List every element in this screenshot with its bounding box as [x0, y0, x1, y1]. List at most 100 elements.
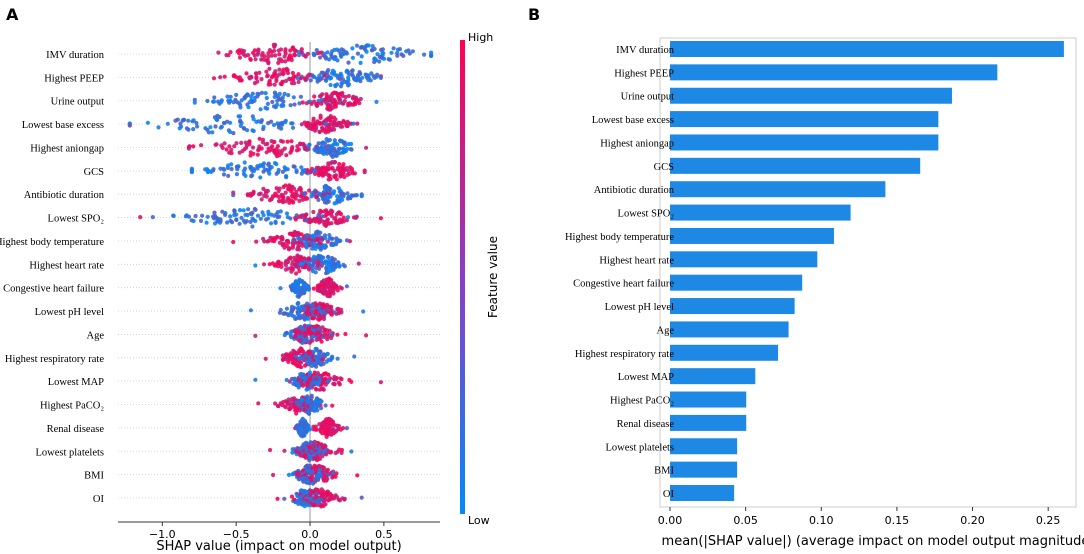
shap-dot [347, 171, 352, 176]
shap-dot [286, 313, 291, 318]
shap-dot [156, 125, 161, 130]
shap-dot [401, 53, 406, 59]
shap-dot [321, 302, 326, 308]
shap-dot [258, 191, 263, 196]
shap-dot [226, 53, 231, 58]
shap-dot [325, 106, 330, 111]
shap-dot [308, 122, 313, 127]
shap-dot [359, 495, 364, 500]
shap-dot [389, 50, 394, 55]
shap-dot [311, 286, 316, 291]
shap-dot [364, 333, 369, 338]
shap-dot [288, 103, 293, 108]
shap-dot [220, 145, 225, 150]
shap-dot [302, 441, 307, 447]
shap-dot [127, 122, 132, 127]
shap-dot [228, 98, 233, 103]
shap-dot [332, 138, 337, 143]
shap-dot [325, 337, 330, 342]
shap-dot [331, 474, 336, 479]
shap-dot [334, 177, 339, 182]
shap-dot [253, 57, 258, 62]
shap-dot [270, 74, 275, 79]
shap-dot [247, 76, 252, 81]
panel-b-label: B [528, 5, 540, 24]
feature-beeswarm-row [268, 439, 354, 463]
shap-dot [212, 210, 217, 215]
bar-category-label: GCS [654, 162, 675, 173]
shap-dot [237, 208, 243, 213]
shap-dot [239, 78, 244, 83]
shap-dot [276, 404, 281, 409]
shap-dot [259, 197, 264, 202]
shap-dot [344, 284, 349, 289]
shap-dot [318, 230, 323, 235]
shap-dot [316, 317, 322, 322]
shap-dot [296, 377, 301, 382]
shap-dot [269, 139, 274, 144]
shap-dot [297, 476, 302, 481]
shap-dot [341, 162, 346, 167]
shap-dot [292, 376, 297, 381]
shap-dot [292, 314, 297, 319]
shap-dot [328, 187, 333, 192]
shap-dot [266, 162, 271, 167]
shap-dot [258, 216, 263, 221]
shap-dot [301, 291, 306, 296]
feature-beeswarm-row [127, 113, 360, 136]
shap-dot [270, 99, 275, 105]
shap-dot [228, 50, 233, 55]
shap-dot [214, 117, 219, 122]
shap-dot [267, 171, 272, 176]
shap-dot [410, 49, 415, 54]
feature-beeswarm-row [138, 206, 383, 229]
shap-dots [127, 42, 434, 509]
shap-dot [319, 263, 324, 268]
shap-dot [332, 382, 337, 387]
shap-dot [347, 377, 352, 383]
shap-dot [205, 214, 210, 219]
bar-category-label: Lowest base excess [592, 115, 674, 126]
shap-dot [303, 54, 308, 59]
shap-dot [320, 387, 325, 392]
shap-dot [232, 73, 237, 78]
shap-dot [378, 75, 383, 80]
feature-beeswarm-row [253, 253, 361, 276]
shap-dot [214, 215, 219, 221]
shap-dot [322, 97, 327, 102]
shap-dot [321, 195, 326, 200]
shap-dot [320, 150, 325, 155]
shap-dot [317, 301, 323, 306]
shap-dot [309, 240, 314, 245]
shap-dot [253, 263, 258, 268]
shap-dot [218, 125, 223, 130]
shap-dot [326, 255, 331, 260]
shap-dot [317, 168, 322, 174]
shap-dot [223, 211, 228, 216]
shap-dot [311, 503, 316, 508]
importance-bar [670, 64, 998, 81]
shap-dot [274, 212, 279, 217]
shap-dot [352, 77, 357, 82]
shap-dot [323, 382, 328, 387]
shap-dot [324, 491, 329, 496]
shap-dot [309, 440, 314, 445]
bar-category-label: Highest PEEP [614, 68, 674, 79]
shap-dot [337, 168, 342, 173]
shap-dot [329, 496, 335, 501]
bars [670, 41, 1064, 501]
shap-dot [310, 266, 315, 271]
shap-dot [288, 48, 293, 53]
shap-dot [332, 47, 337, 53]
feature-beeswarm-row [293, 416, 349, 439]
shap-dot [328, 311, 333, 316]
shap-dot [333, 104, 338, 109]
shap-dot [324, 475, 329, 480]
shap-dot [316, 330, 321, 335]
shap-dot [298, 94, 303, 99]
shap-dot [293, 333, 298, 338]
shap-dot [264, 194, 269, 199]
shap-dot [352, 354, 357, 359]
x-tick-label: −1.0 [149, 528, 176, 541]
